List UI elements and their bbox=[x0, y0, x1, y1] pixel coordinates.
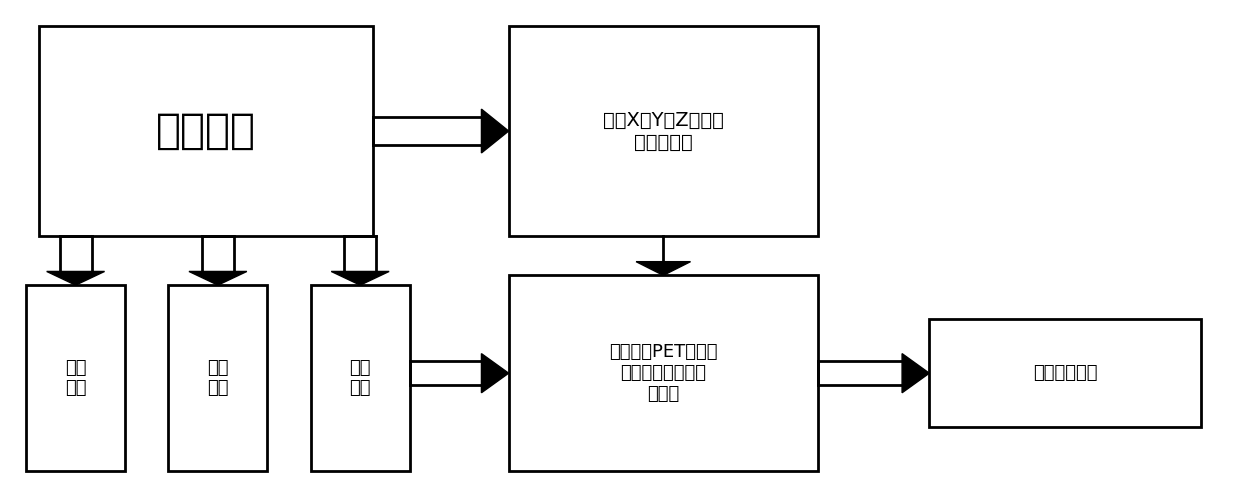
Polygon shape bbox=[47, 272, 104, 285]
Text: 待喷涂的PET膜基体
（覆盖有不锈钢掩
膜版）: 待喷涂的PET膜基体 （覆盖有不锈钢掩 膜版） bbox=[609, 343, 718, 403]
Text: 控制系统: 控制系统 bbox=[155, 110, 255, 152]
Polygon shape bbox=[331, 272, 389, 285]
Bar bbox=[311, 285, 409, 471]
Text: 进液
系统: 进液 系统 bbox=[64, 359, 87, 398]
Polygon shape bbox=[901, 354, 929, 393]
Bar bbox=[929, 319, 1202, 427]
Text: 进料
系统: 进料 系统 bbox=[350, 359, 371, 398]
Bar bbox=[508, 26, 818, 236]
Text: 退火处理系统: 退火处理系统 bbox=[1033, 364, 1097, 382]
Bar bbox=[26, 285, 125, 471]
Polygon shape bbox=[188, 272, 247, 285]
Text: 喷头X、Y、Z三轴联
动运动系统: 喷头X、Y、Z三轴联 动运动系统 bbox=[603, 111, 724, 152]
Bar bbox=[169, 285, 268, 471]
Polygon shape bbox=[481, 109, 508, 153]
Text: 进气
系统: 进气 系统 bbox=[207, 359, 228, 398]
Polygon shape bbox=[636, 262, 691, 276]
Polygon shape bbox=[481, 354, 508, 393]
Bar bbox=[508, 276, 818, 471]
Bar bbox=[38, 26, 372, 236]
